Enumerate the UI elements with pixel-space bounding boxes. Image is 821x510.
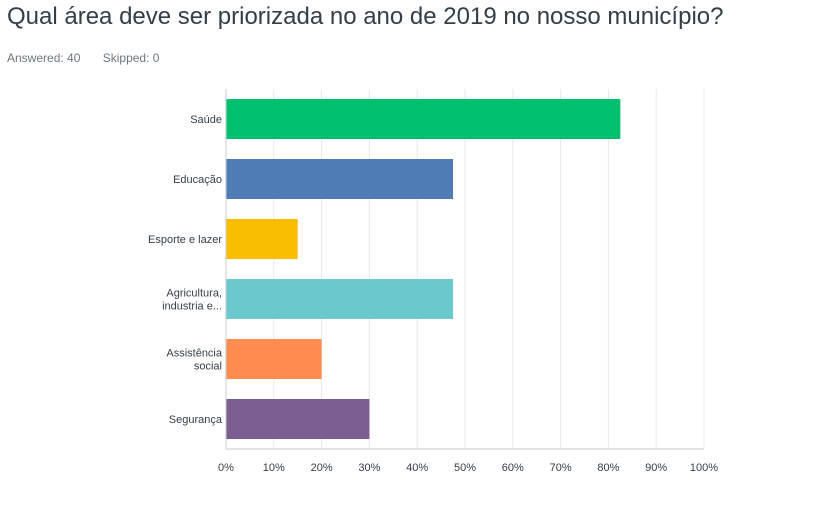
x-tick-label: 60% [502, 462, 524, 474]
category-label: Saúde [190, 114, 222, 126]
x-tick-label: 90% [645, 462, 667, 474]
category-label: Agricultura, [166, 288, 222, 300]
x-tick-label: 20% [311, 462, 333, 474]
skipped-count: Skipped: 0 [102, 51, 160, 65]
x-tick-label: 70% [550, 462, 572, 474]
bar[interactable] [226, 99, 621, 139]
bar[interactable] [226, 399, 370, 439]
category-label: Esporte e lazer [148, 234, 222, 246]
x-tick-label: 40% [406, 462, 428, 474]
question-title: Qual área deve ser priorizada no ano de … [7, 3, 724, 30]
category-label: industria e... [162, 301, 222, 313]
x-tick-label: 100% [690, 462, 718, 474]
bar[interactable] [226, 159, 454, 199]
x-tick-label: 50% [454, 462, 476, 474]
x-tick-label: 80% [597, 462, 619, 474]
bar[interactable] [226, 279, 454, 319]
bar[interactable] [226, 219, 298, 259]
bar[interactable] [226, 339, 322, 379]
answered-count: Answered: 40 [7, 51, 81, 65]
category-labels: Saúde Educação Esporte e lazer Agricultura,… [148, 114, 223, 426]
category-label: Educação [173, 174, 222, 186]
tick-labels: 0% 10% 20% 30% 40% 50% 60% 70% 80% 90% 100% [218, 462, 718, 474]
axis [225, 89, 704, 450]
category-label: social [194, 361, 222, 373]
bars [226, 99, 621, 439]
grid-lines [273, 89, 705, 449]
category-label: Assistência [166, 348, 223, 360]
x-tick-label: 10% [263, 462, 285, 474]
x-tick-label: 0% [218, 462, 234, 474]
x-tick-label: 30% [358, 462, 380, 474]
category-label: Segurança [169, 414, 223, 426]
response-stats: Answered: 40 Skipped: 0 [7, 51, 178, 65]
